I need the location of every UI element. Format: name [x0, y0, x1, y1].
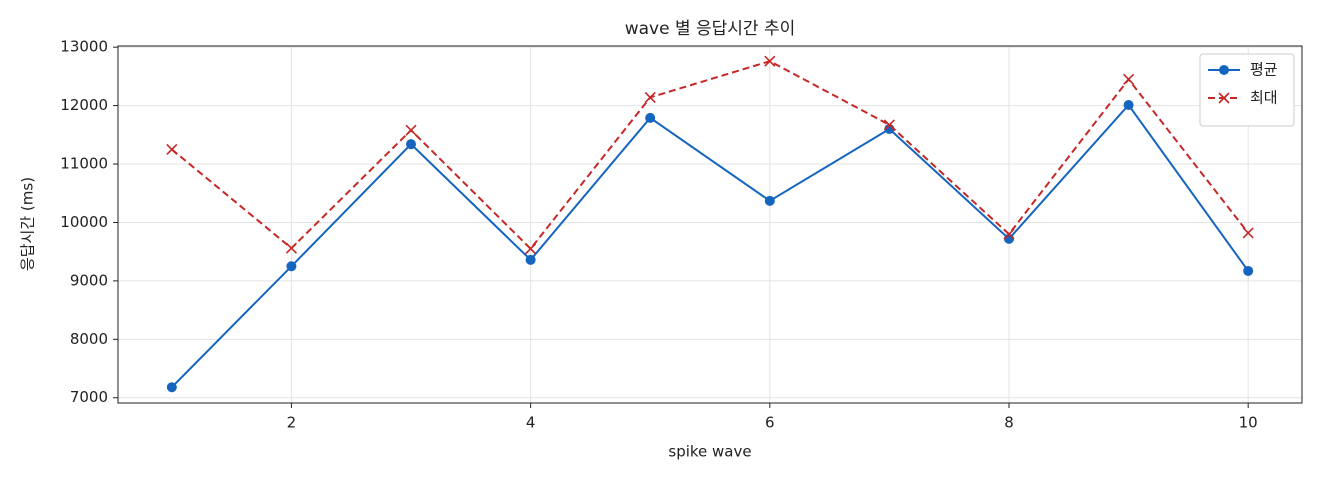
- marker-stroke: [644, 91, 656, 103]
- marker: [1123, 100, 1134, 111]
- marker: [405, 124, 417, 136]
- marker-stroke: [1242, 227, 1254, 239]
- marker: [644, 91, 656, 103]
- marker-stroke: [285, 242, 297, 254]
- y-axis-label: 응답시간 (ms): [19, 177, 37, 271]
- marker: [285, 242, 297, 254]
- x-tick-label: 6: [765, 414, 775, 432]
- marker: [1123, 73, 1135, 85]
- y-tick-label: 10000: [60, 213, 108, 231]
- marker: [406, 139, 417, 150]
- legend-label: 최대: [1250, 89, 1278, 107]
- marker-stroke: [883, 119, 895, 131]
- y-tick-label: 12000: [60, 96, 108, 114]
- marker-stroke: [166, 143, 178, 155]
- marker: [764, 195, 775, 206]
- marker: [166, 143, 178, 155]
- legend-label: 평균: [1250, 61, 1278, 79]
- chart-title: wave 별 응답시간 추이: [625, 19, 796, 39]
- y-tick-label: 7000: [70, 388, 108, 406]
- y-tick-label: 11000: [60, 155, 108, 173]
- x-tick-label: 10: [1239, 414, 1258, 432]
- legend-frame: [1199, 53, 1295, 127]
- series-line: [171, 103, 1249, 388]
- marker-stroke: [1003, 228, 1015, 240]
- series-line: [171, 60, 1249, 251]
- marker-stroke: [764, 55, 776, 67]
- marker: [286, 261, 297, 272]
- marker-stroke: [1123, 73, 1135, 85]
- y-tick-label: 8000: [70, 330, 108, 348]
- marker: [764, 55, 776, 67]
- marker: [1243, 265, 1254, 276]
- x-tick-label: 8: [1004, 414, 1014, 432]
- marker: [883, 119, 895, 131]
- plot-frame: [117, 45, 1303, 404]
- marker-stroke: [1218, 92, 1230, 104]
- marker: [645, 112, 656, 123]
- marker: [1219, 65, 1229, 75]
- marker: [1003, 228, 1015, 240]
- marker-stroke: [405, 124, 417, 136]
- marker: [525, 254, 536, 265]
- x-tick-label: 2: [287, 414, 297, 432]
- y-tick-label: 13000: [60, 38, 108, 56]
- marker: [1242, 227, 1254, 239]
- marker: [525, 243, 537, 255]
- marker: [1218, 92, 1230, 104]
- marker: [166, 382, 177, 393]
- x-tick-label: 4: [526, 414, 536, 432]
- x-axis-label: spike wave: [668, 443, 751, 461]
- marker-stroke: [525, 243, 537, 255]
- y-tick-label: 9000: [70, 271, 108, 289]
